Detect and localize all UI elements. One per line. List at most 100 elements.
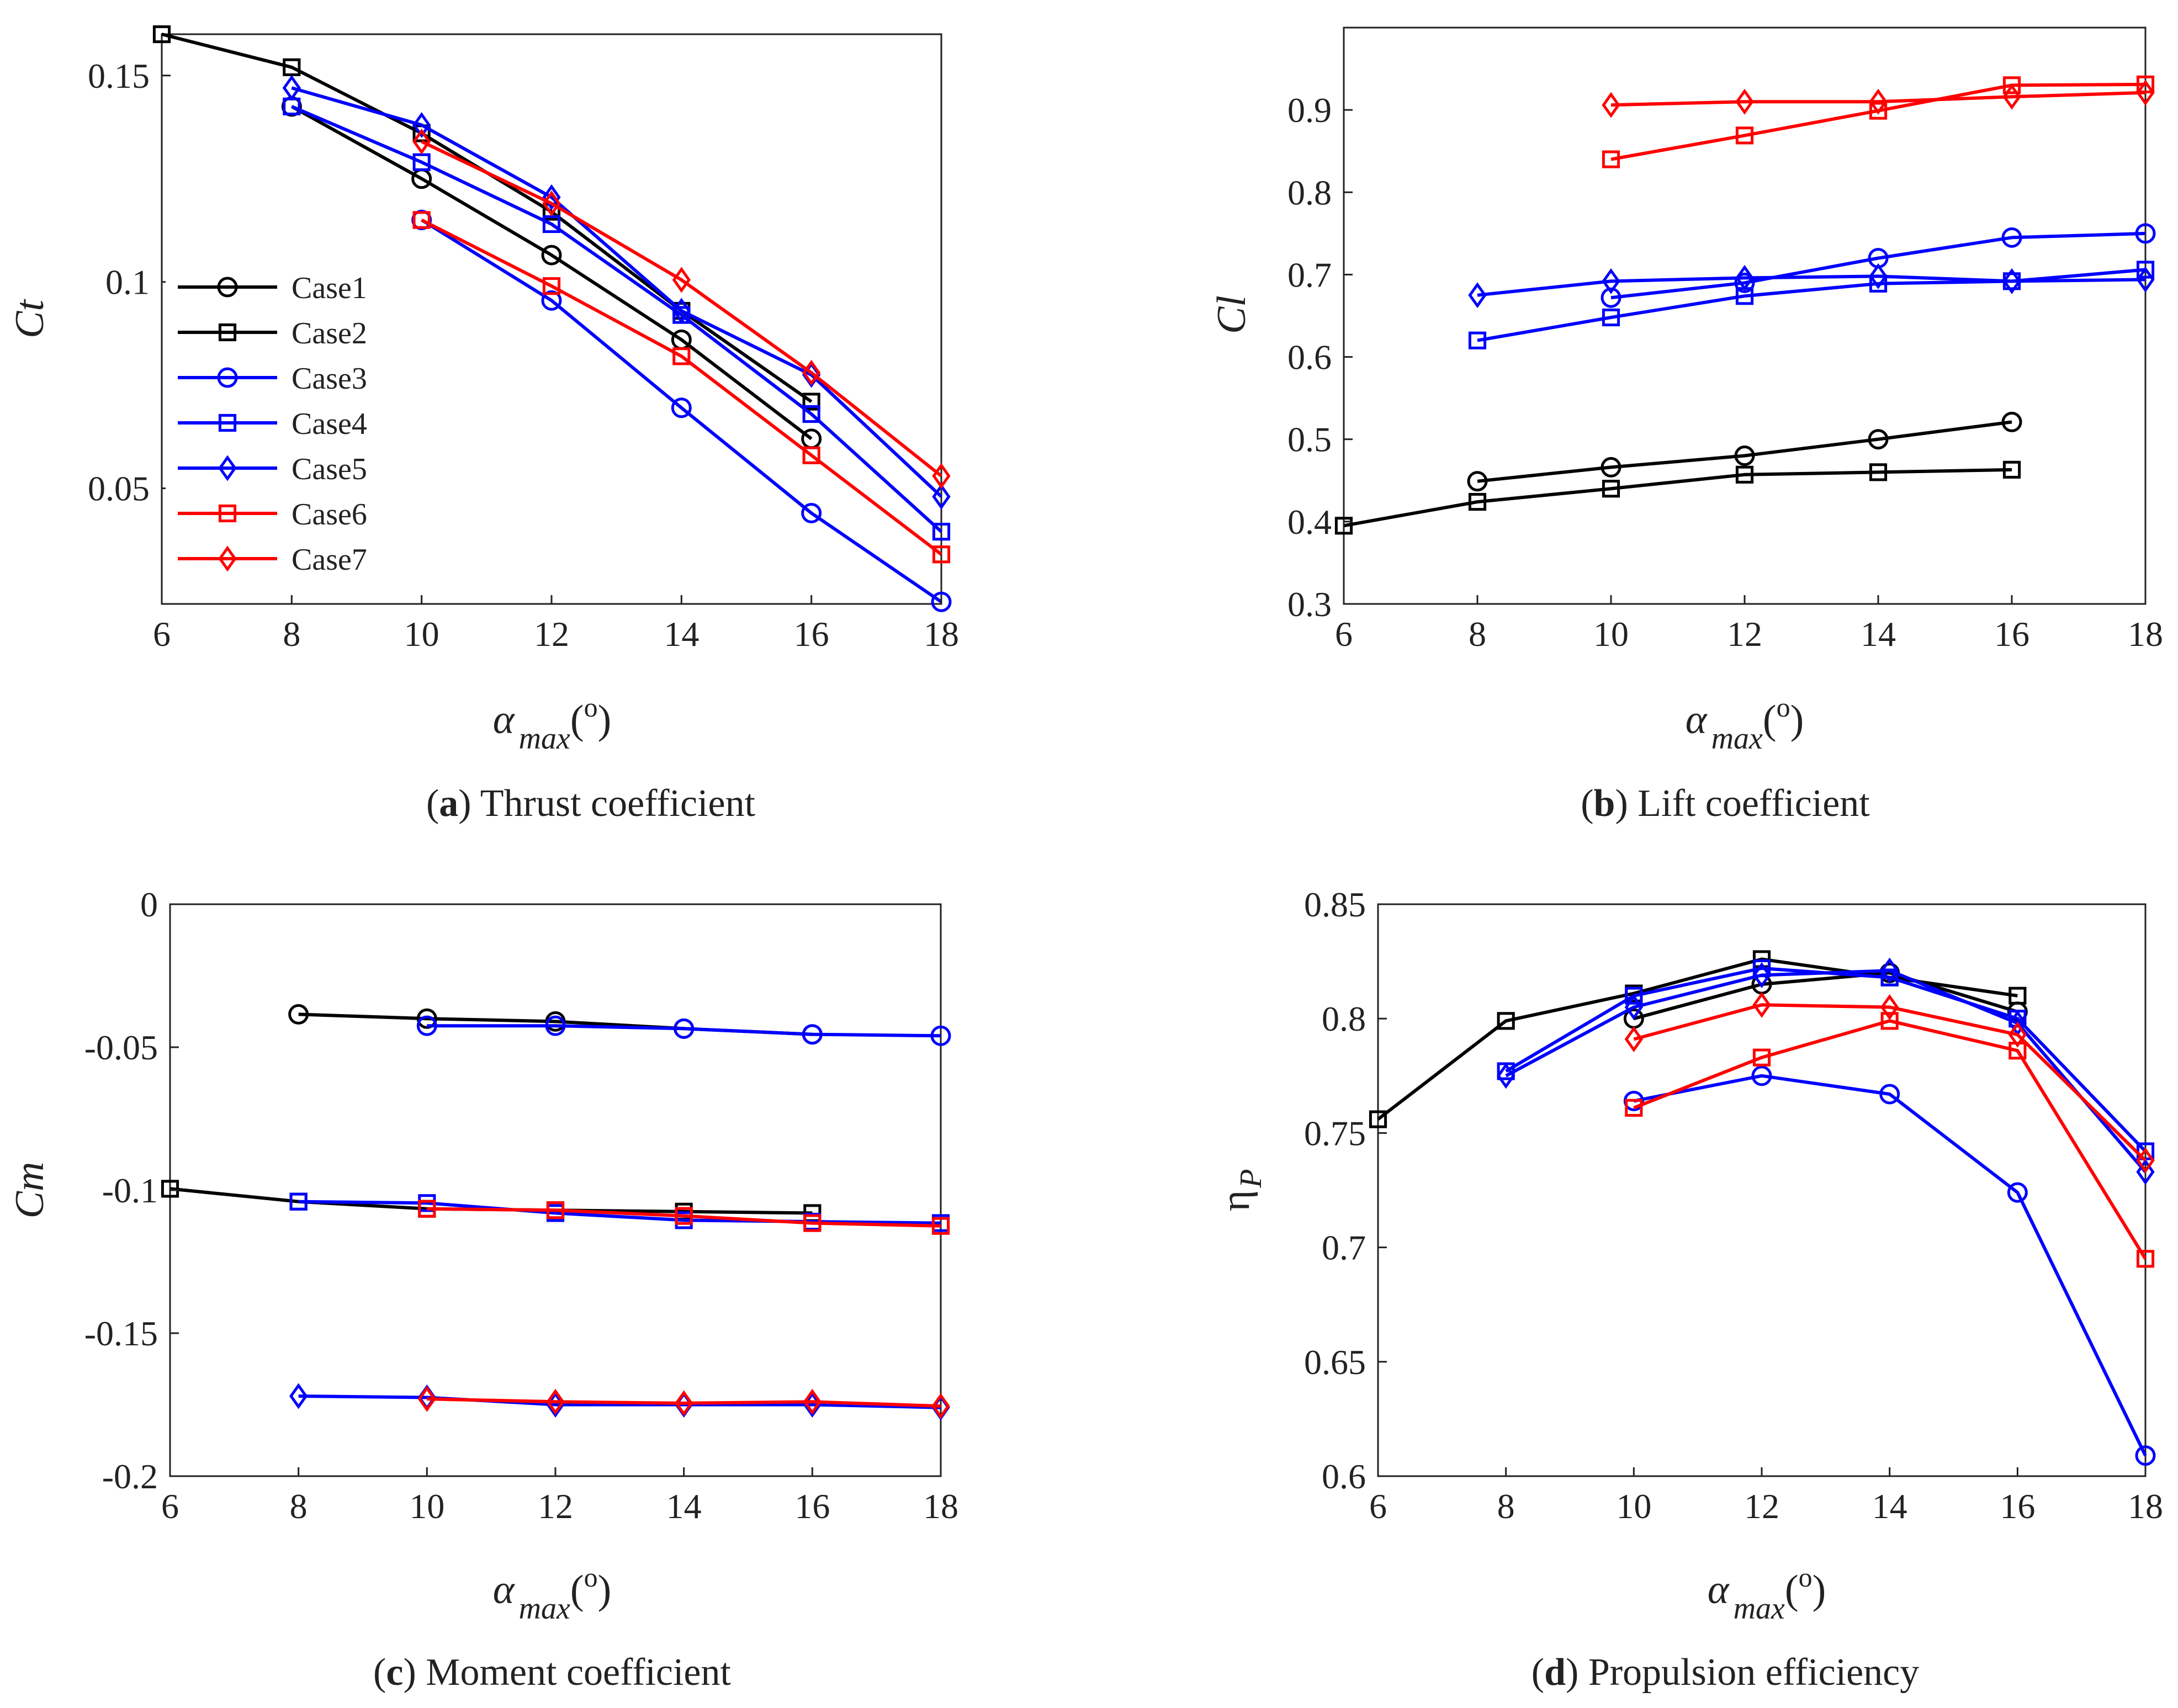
x-tick-label: 16	[2000, 1487, 2035, 1526]
y-tick-label: 0.75	[1304, 1113, 1366, 1153]
legend-marker-case7	[218, 545, 237, 572]
data-point-case5	[289, 1383, 308, 1409]
data-point-case5	[282, 75, 301, 101]
x-tick-label: 14	[1872, 1487, 1907, 1526]
data-point-case6	[931, 1217, 950, 1235]
data-point-case7	[1880, 994, 1899, 1021]
y-tick-label: 0.3	[1287, 585, 1332, 624]
data-point-case4	[1625, 986, 1643, 1005]
x-tick-label: 8	[283, 614, 300, 654]
panel-caption: (c) Moment coefficient	[373, 1651, 731, 1694]
legend-marker-case3	[217, 367, 238, 388]
data-point-case4	[802, 405, 820, 423]
data-point-case5	[1880, 957, 1899, 984]
data-point-case2	[802, 392, 820, 411]
data-point-case4	[1602, 308, 1620, 327]
data-point-case7	[675, 1390, 693, 1417]
data-point-case6	[1752, 1048, 1771, 1067]
data-point-case7	[932, 463, 951, 489]
data-point-case7	[1602, 92, 1620, 118]
caption-letter: d	[1544, 1651, 1566, 1694]
caption-text: Propulsion efficiency	[1578, 1651, 1919, 1694]
data-point-case4	[289, 1192, 308, 1211]
panel-b-lift-coefficient: 6 8 10 12 14 16 18 0.3 0.4 0.5 0.6 0.7 0.8 0.9 Cl α ma…	[1209, 26, 2163, 825]
x-tick-label: 6	[1369, 1487, 1387, 1526]
y-axis-label: ηP	[1213, 1169, 1268, 1212]
caption-letter: a	[439, 782, 458, 825]
y-tick-label: 0.05	[88, 469, 150, 508]
data-point-case3	[2007, 1182, 2028, 1203]
plot-marks	[1334, 75, 2156, 535]
data-point-case3	[931, 591, 952, 612]
x-tick-label: 14	[1861, 614, 1896, 654]
x-tick-label: 18	[2128, 614, 2163, 654]
y-tick-label: 0.9	[1287, 91, 1332, 130]
data-point-case5	[1735, 264, 1754, 291]
data-point-case7	[2002, 83, 2021, 110]
x-axis-symbol: α	[493, 697, 516, 742]
x-axis-open-paren: (	[570, 1567, 584, 1612]
data-point-case1	[1467, 471, 1488, 492]
y-tick-label: 0.6	[1322, 1457, 1366, 1496]
y-axis-subscript: P	[1234, 1169, 1268, 1189]
y-tick-label: 0.8	[1287, 173, 1332, 212]
y-tick-label: 0.4	[1287, 502, 1332, 542]
data-point-case3	[802, 1024, 823, 1045]
data-point-case1	[2001, 411, 2022, 432]
series-line-case7	[1610, 91, 2146, 107]
panel-a-thrust-coefficient: 6 8 10 12 14 16 180.050.10.15 Case1Case2Case3C…	[7, 25, 959, 825]
data-point-case6	[546, 1201, 565, 1219]
data-point-case1	[1734, 445, 1755, 466]
data-point-case2	[283, 58, 301, 76]
data-point-case3	[416, 1015, 437, 1036]
legend-label-case4: Case4	[292, 407, 367, 441]
axis-ticks: 6 8 10 12 14 16 18 -0.2 -0.15 -0.1 -0.05 0	[84, 885, 958, 1526]
data-point-case4	[412, 153, 431, 171]
data-point-case5	[412, 112, 431, 139]
x-axis-close-paren: )	[598, 697, 612, 742]
caption-text: Thrust coefficient	[471, 782, 756, 825]
y-tick-label: 0	[140, 885, 158, 924]
data-point-case2	[1468, 492, 1487, 511]
y-tick-label: 0.65	[1304, 1343, 1366, 1382]
y-tick-label: 0.8	[1322, 999, 1366, 1038]
data-point-case7	[803, 1388, 822, 1415]
series-line-case1	[1633, 971, 2018, 1021]
axis-ticks: 6 8 10 12 14 16 18 0.05 0.1 0.15	[88, 56, 959, 654]
data-point-case3	[1879, 1084, 1900, 1105]
series-line-case3	[421, 218, 942, 603]
caption-text: Lift coefficient	[1628, 782, 1870, 825]
data-point-case4	[542, 215, 561, 234]
data-point-case6	[932, 545, 951, 564]
x-tick-label: 10	[1593, 614, 1629, 654]
y-tick-label: 0.7	[1287, 255, 1332, 294]
panel-caption: (d) Propulsion efficiency	[1532, 1651, 1919, 1694]
plot-marks	[161, 1004, 951, 1421]
data-point-case5	[542, 184, 561, 210]
legend-label-case6: Case6	[292, 497, 367, 532]
x-tick-label: 16	[794, 1487, 830, 1526]
x-tick-label: 12	[534, 614, 569, 654]
data-point-case2	[1369, 1110, 1387, 1128]
series-line-case7	[427, 1397, 941, 1408]
series-line-case5	[1505, 969, 2147, 1173]
data-point-case2	[2009, 986, 2027, 1005]
x-tick-label: 8	[1469, 614, 1486, 654]
data-point-case6	[672, 347, 691, 365]
x-axis-superscript: o	[1777, 692, 1790, 723]
data-point-case3	[1601, 287, 1621, 308]
data-point-case7	[672, 267, 691, 293]
axis-ticks: 6 8 10 12 14 16 18 0.3 0.4 0.5 0.6 0.7 0.8 0.9	[1287, 91, 2163, 654]
data-point-case7	[412, 128, 431, 155]
data-point-case7	[1735, 88, 1754, 115]
data-point-case2	[2002, 460, 2021, 479]
data-point-case3	[801, 502, 822, 523]
x-axis-subscript: max	[519, 722, 570, 756]
y-tick-label: -0.05	[84, 1028, 158, 1067]
x-axis-open-paren: (	[1785, 1567, 1799, 1612]
series-line-case3	[1633, 1074, 2147, 1457]
series-line-case2	[1343, 468, 2012, 528]
x-axis-close-paren: )	[1790, 697, 1804, 742]
y-axis-symbol: η	[1213, 1190, 1258, 1212]
